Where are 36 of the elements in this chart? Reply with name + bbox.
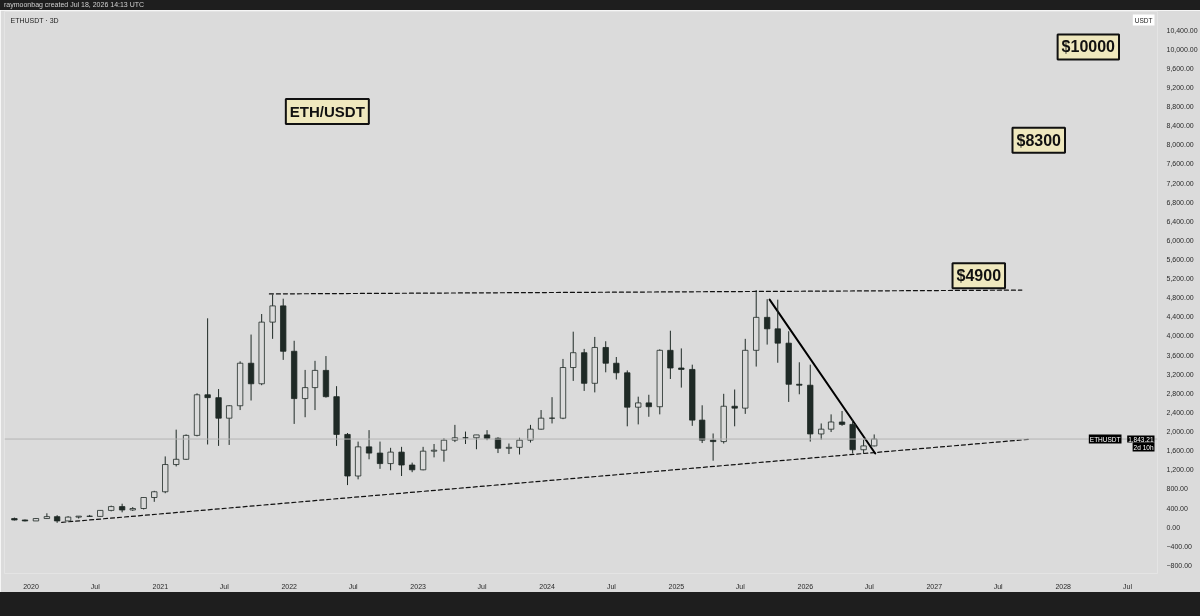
candlestick	[43, 512, 51, 520]
candlestick	[505, 443, 513, 455]
candlestick	[709, 432, 717, 462]
annotation: $8300	[1016, 131, 1062, 149]
candlestick	[398, 446, 405, 477]
candlestick	[301, 369, 309, 418]
candlestick	[613, 356, 620, 380]
candlestick	[387, 447, 394, 471]
candlestick	[226, 404, 233, 446]
candlestick	[247, 334, 255, 401]
candlestick	[365, 429, 373, 460]
candlestick	[731, 389, 738, 427]
candlestick	[570, 331, 577, 382]
candlestick	[827, 413, 835, 433]
candlestick	[635, 396, 642, 425]
candlestick	[838, 410, 846, 427]
candlestick	[667, 330, 674, 380]
text: ETH/USDT	[289, 103, 365, 121]
candlestick	[430, 443, 438, 458]
candlestick	[774, 299, 781, 364]
candlestick	[764, 298, 771, 346]
candlestick	[376, 441, 384, 470]
annotation: $4900	[956, 267, 1002, 285]
candlestick	[173, 429, 180, 467]
candlestick	[796, 361, 803, 395]
candlestick	[204, 317, 211, 445]
candlestick	[182, 433, 190, 461]
candlestick	[269, 293, 276, 340]
annotation: $10000	[1061, 38, 1116, 56]
candlestick	[699, 404, 706, 444]
candlestick	[537, 409, 545, 431]
candlestick	[678, 347, 685, 389]
candlestick	[645, 394, 652, 418]
candlestick	[311, 360, 319, 411]
candlestick	[215, 388, 222, 447]
candlestick	[602, 340, 609, 373]
